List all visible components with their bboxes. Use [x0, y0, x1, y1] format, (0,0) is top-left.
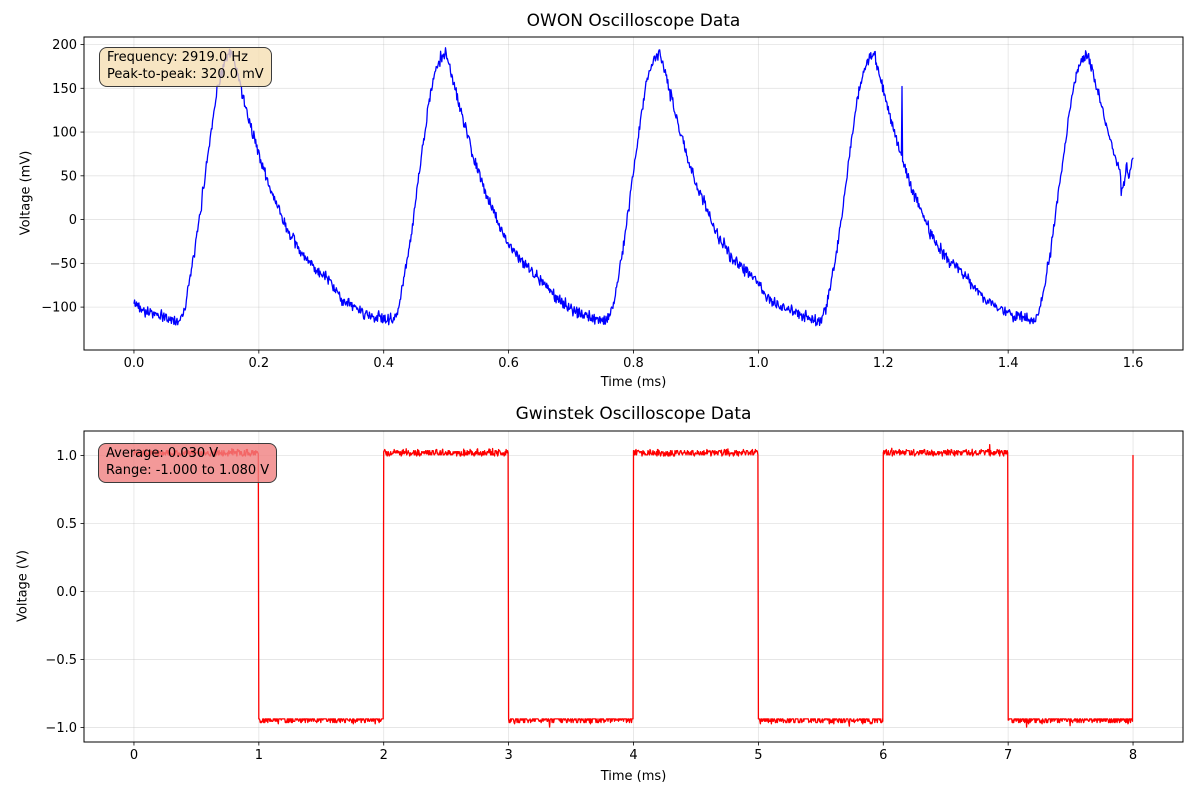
gwinstek-x-tick-label: 3 — [504, 748, 512, 763]
owon-stats-annotation: Frequency: 2919.0 Hz Peak-to-peak: 320.0… — [99, 47, 272, 87]
owon-waveform — [133, 47, 1134, 327]
gwinstek-x-tick-label: 4 — [629, 748, 637, 763]
owon-x-tick-label: 1.6 — [1123, 356, 1144, 371]
gwinstek-waveform — [133, 443, 1134, 728]
gwinstek-chart-title: Gwinstek Oscilloscope Data — [515, 404, 752, 424]
owon-plot: 0.0 0.2 0.4 0.6 0.8 1.0 1.2 1.4 1.6 200 150 100 50 0 −… — [41, 36, 1184, 371]
owon-y-tick-label: −100 — [41, 301, 77, 316]
owon-y-tick-label: 50 — [60, 169, 77, 184]
owon-y-tick-label: 150 — [52, 82, 77, 97]
owon-x-tick-label: 0.6 — [498, 356, 519, 371]
gwinstek-y-tick-label: 1.0 — [56, 449, 77, 464]
owon-peak-to-peak-text: Peak-to-peak: 320.0 mV — [107, 66, 264, 82]
gwinstek-x-tick-label: 2 — [380, 748, 388, 763]
owon-xaxis-label: Time (ms) — [600, 375, 667, 390]
gwinstek-x-tick-label: 6 — [879, 748, 887, 763]
owon-x-tick-label: 0.8 — [623, 356, 644, 371]
owon-x-tick-label: 1.0 — [748, 356, 769, 371]
gwinstek-x-tick-label: 1 — [255, 748, 263, 763]
owon-x-tick-label: 1.4 — [998, 356, 1019, 371]
gwinstek-y-tick-label: 0.0 — [56, 585, 77, 600]
gwinstek-range-text: Range: -1.000 to 1.080 V — [106, 462, 270, 478]
gwinstek-stats-annotation: Average: 0.030 V Range: -1.000 to 1.080 … — [98, 443, 278, 483]
owon-chart-title: OWON Oscilloscope Data — [526, 11, 741, 31]
owon-x-tick-label: 0.4 — [373, 356, 394, 371]
owon-x-tick-label: 0.2 — [248, 356, 269, 371]
gwinstek-x-tick-label: 5 — [754, 748, 762, 763]
gwinstek-x-tick-label: 0 — [130, 748, 138, 763]
owon-y-tick-label: 100 — [52, 126, 77, 141]
gwinstek-x-tick-label: 7 — [1004, 748, 1012, 763]
owon-y-tick-label: 200 — [52, 38, 77, 53]
gwinstek-yaxis-label: Voltage (V) — [15, 550, 31, 622]
gwinstek-average-text: Average: 0.030 V — [106, 446, 219, 461]
gwinstek-y-tick-label: 0.5 — [56, 517, 77, 532]
gwinstek-xaxis-label: Time (ms) — [600, 769, 667, 784]
owon-frequency-text: Frequency: 2919.0 Hz — [107, 50, 248, 65]
owon-y-tick-label: 0 — [69, 213, 77, 228]
gwinstek-x-tick-label: 8 — [1129, 748, 1137, 763]
owon-x-tick-label: 1.2 — [873, 356, 894, 371]
gwinstek-y-tick-label: −0.5 — [45, 653, 77, 668]
owon-x-tick-label: 0.0 — [124, 356, 145, 371]
gwinstek-y-tick-label: −1.0 — [45, 721, 77, 736]
gwinstek-plot: 0 1 2 3 4 5 6 7 8 1.0 0.5 0.0 −0.5 −1.0 — [45, 430, 1184, 763]
owon-yaxis-label: Voltage (mV) — [18, 150, 34, 236]
owon-y-tick-label: −50 — [50, 257, 77, 272]
